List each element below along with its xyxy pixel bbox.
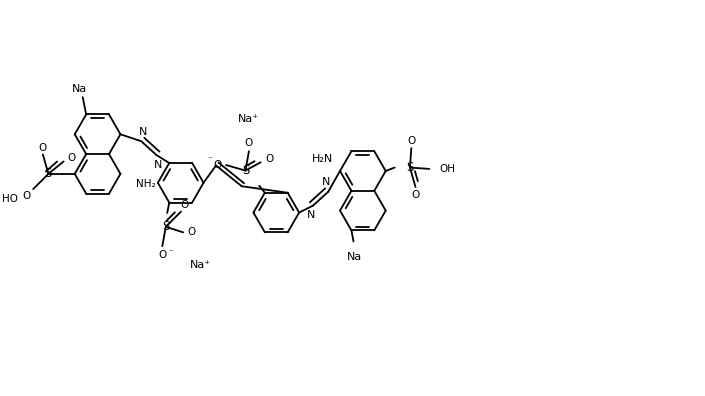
Text: S: S	[242, 164, 249, 177]
Text: N: N	[322, 177, 331, 187]
Text: O: O	[265, 154, 273, 164]
Text: OH: OH	[440, 164, 455, 174]
Text: N: N	[154, 160, 163, 170]
Text: ⁻: ⁻	[168, 248, 173, 257]
Text: S: S	[406, 161, 414, 174]
Text: S: S	[162, 220, 169, 233]
Text: Na⁺: Na⁺	[238, 114, 259, 124]
Text: Na: Na	[72, 84, 87, 94]
Text: O: O	[180, 200, 189, 209]
Text: Na: Na	[348, 252, 362, 262]
Text: O: O	[188, 227, 195, 237]
Text: HO: HO	[2, 194, 18, 204]
Text: N: N	[139, 126, 147, 137]
Text: O: O	[407, 136, 415, 146]
Text: O: O	[158, 249, 166, 259]
Text: O: O	[39, 143, 47, 152]
Text: O: O	[411, 190, 419, 200]
Text: ⁻: ⁻	[207, 155, 212, 164]
Text: S: S	[44, 168, 52, 180]
Text: N: N	[307, 210, 315, 220]
Text: O: O	[245, 138, 253, 148]
Text: H₂N: H₂N	[312, 154, 333, 164]
Text: NH₂: NH₂	[136, 179, 156, 189]
Text: O: O	[22, 191, 30, 201]
Text: Na⁺: Na⁺	[190, 260, 211, 270]
Text: O: O	[214, 160, 222, 170]
Text: O: O	[68, 153, 76, 163]
